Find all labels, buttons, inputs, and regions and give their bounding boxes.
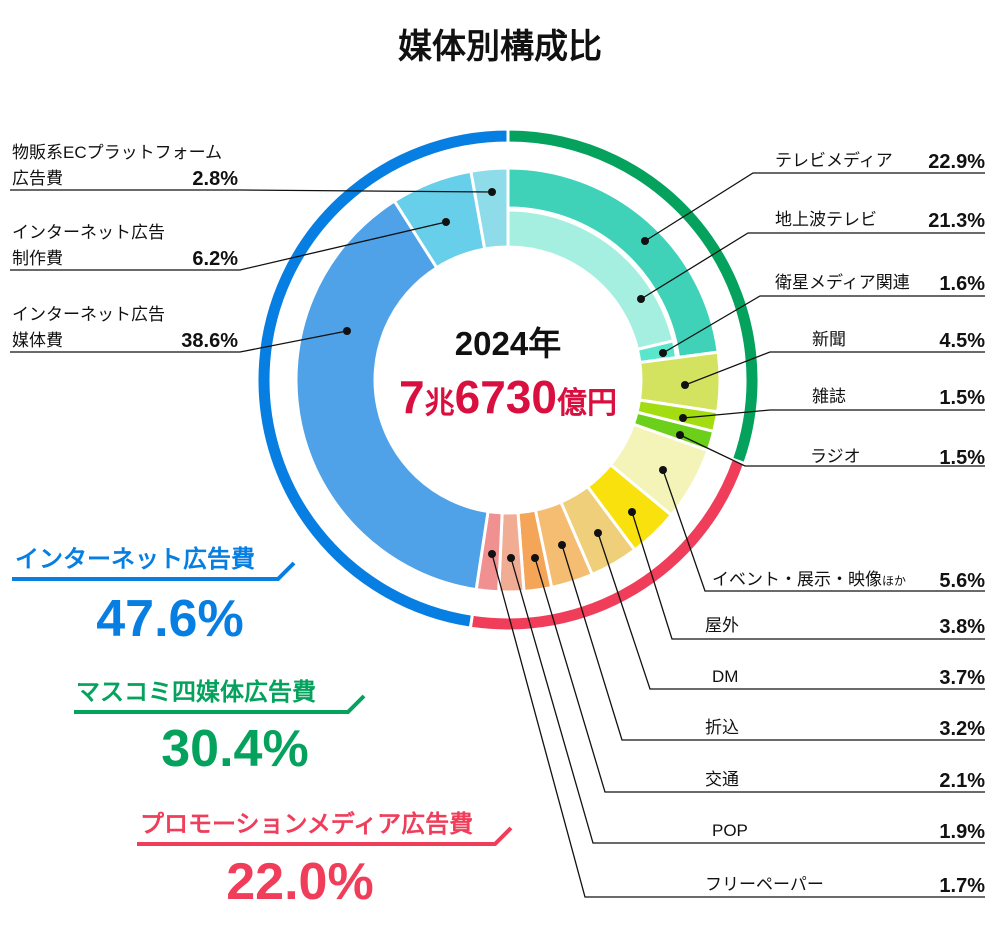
segment-label-name: 交通	[705, 770, 739, 789]
leader-dot	[594, 529, 602, 537]
center-year: 2024年	[455, 325, 561, 362]
segment-label-value: 21.3%	[928, 210, 985, 232]
segment-label-name: DM	[712, 667, 738, 686]
segment-label-value: 3.2%	[939, 718, 985, 740]
segment-label-value: 1.5%	[939, 387, 985, 409]
leader-dot	[531, 554, 539, 562]
leader-line	[597, 532, 985, 690]
group-underline	[137, 826, 513, 846]
segment-label-value: 6.2%	[192, 248, 238, 270]
leader-line	[10, 221, 447, 271]
segment-15	[469, 166, 510, 251]
segment-label-name: ラジオ	[810, 447, 861, 466]
segment-label-name-line1: 物販系ECプラットフォーム	[12, 143, 222, 162]
leader-line	[491, 553, 985, 898]
group-underline	[74, 694, 366, 714]
segment-label-value: 1.7%	[939, 875, 985, 897]
leader-line	[679, 434, 985, 467]
segment-label-suffix: ほか	[882, 574, 906, 588]
segment-label-name: POP	[712, 821, 748, 840]
segment-label-name: 新聞	[812, 330, 846, 349]
segment-label-name: 雑誌	[812, 387, 846, 406]
group-value: 47.6%	[96, 590, 243, 648]
segment-label-name-line1: インターネット広告	[12, 305, 165, 324]
leader-line	[684, 351, 985, 386]
group-underline	[12, 561, 296, 581]
segment-label-name-line2: 広告費	[12, 169, 63, 188]
leader-dot	[641, 237, 649, 245]
leader-dot	[558, 541, 566, 549]
center-total-amount: 7兆6730億円	[399, 371, 617, 423]
group-value: 22.0%	[226, 853, 373, 911]
leader-line	[644, 172, 985, 242]
leader-line	[640, 232, 985, 300]
segment-label-name: 折込	[705, 718, 739, 737]
leader-lines	[10, 172, 985, 898]
segment-label-name: テレビメディア	[775, 150, 893, 170]
leader-line	[561, 544, 985, 741]
leader-dot	[681, 381, 689, 389]
segment-label-value: 1.5%	[939, 447, 985, 469]
leader-dot	[659, 349, 667, 357]
segment-label-value: 22.9%	[928, 151, 985, 173]
group-summaries: インターネット広告費 47.6% マスコミ四媒体広告費 30.4% プロモーションメディ…	[12, 545, 513, 911]
group-ring-2	[255, 127, 510, 630]
segment-13	[294, 198, 490, 592]
segment-label-name: イベント・展示・映像ほか	[712, 570, 906, 589]
leader-line	[662, 469, 985, 592]
leader-dot	[628, 508, 636, 516]
amount-unit-1: 兆	[425, 387, 455, 420]
leader-dot	[343, 327, 351, 335]
leader-line	[10, 330, 348, 353]
group-label: マスコミ四媒体広告費	[76, 678, 316, 706]
segment-label-name: 衛星メディア関連	[775, 272, 910, 292]
leader-dot	[676, 431, 684, 439]
leader-line	[662, 295, 985, 354]
segment-label-value: 3.7%	[939, 667, 985, 689]
segment-label-name: 地上波テレビ	[775, 210, 877, 229]
segment-label-name-line1: インターネット広告	[12, 223, 165, 242]
leader-dot	[679, 414, 687, 422]
group-value: 30.4%	[161, 720, 308, 778]
segment-labels: テレビメディア 22.9% 地上波テレビ 21.3% 衛星メディア関連 1.6% 新聞 4.5…	[12, 143, 985, 897]
leader-line	[682, 409, 985, 419]
group-label: プロモーションメディア広告費	[140, 810, 473, 838]
leader-dot	[637, 295, 645, 303]
leader-line	[510, 557, 985, 844]
leader-line	[631, 511, 985, 640]
group-label: インターネット広告費	[15, 545, 255, 573]
segment-label-value: 2.8%	[192, 168, 238, 190]
segment-label-name: 屋外	[705, 616, 739, 635]
segment-label-value: 4.5%	[939, 330, 985, 352]
leader-line	[534, 557, 985, 793]
segment-label-value: 2.1%	[939, 770, 985, 792]
leader-line	[10, 189, 493, 193]
leader-dot	[488, 550, 496, 558]
leader-dot	[659, 466, 667, 474]
leader-dot	[442, 218, 450, 226]
leader-dot	[488, 188, 496, 196]
segment-label-value: 1.9%	[939, 821, 985, 843]
chart-title: 媒体別構成比	[398, 28, 602, 66]
segment-label-value: 3.8%	[939, 616, 985, 638]
segment-label-name: フリーペーパー	[705, 875, 824, 894]
leader-dot	[507, 554, 515, 562]
segment-label-value: 5.6%	[939, 570, 985, 592]
amount-part-1: 7	[399, 371, 425, 423]
segment-label-value: 1.6%	[939, 273, 985, 295]
segment-label-value: 38.6%	[181, 330, 238, 352]
amount-unit-2: 億円	[557, 387, 617, 420]
segment-label-name-line2: 制作費	[12, 249, 63, 268]
donut-rings	[255, 127, 761, 633]
amount-part-2: 6730	[455, 371, 557, 423]
segment-label-name-line2: 媒体費	[12, 331, 63, 350]
